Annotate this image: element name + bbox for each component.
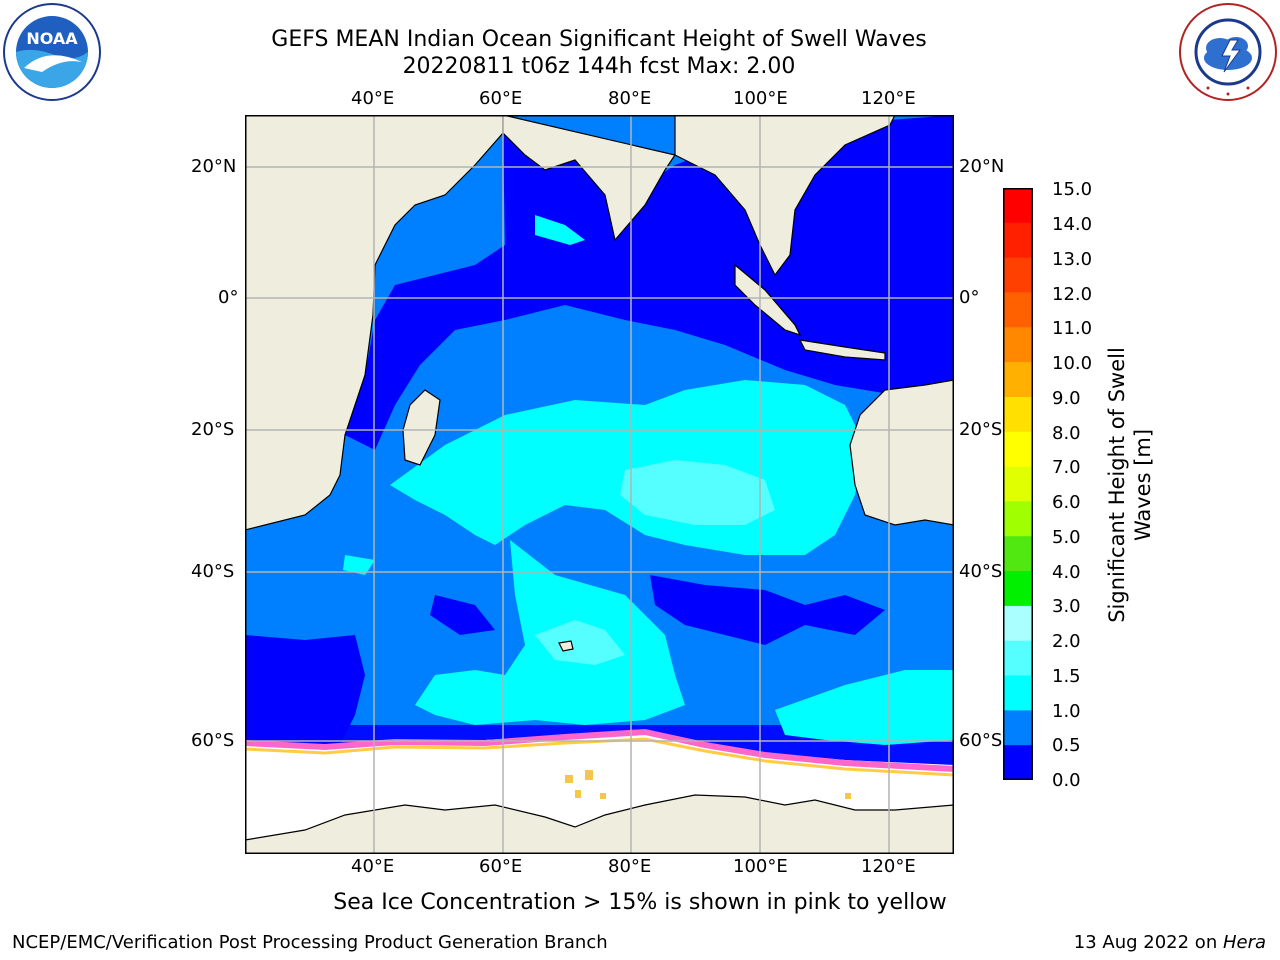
lat-tick-right: 20°N [959, 156, 1005, 177]
sea-ice-caption: Sea Ice Concentration > 15% is shown in … [333, 890, 947, 915]
lon-tick-bottom: 80°E [608, 856, 652, 877]
colorbar-segment [1003, 222, 1033, 259]
graticule [245, 115, 954, 854]
colorbar-segment [1003, 466, 1033, 502]
colorbar-segment [1003, 710, 1033, 746]
lat-tick-right: 40°S [959, 561, 1003, 582]
lon-tick-bottom: 100°E [733, 856, 788, 877]
lon-tick-top: 40°E [351, 88, 395, 109]
swell-height-map [245, 115, 954, 854]
colorbar-segment [1003, 327, 1033, 363]
colorbar-segment [1003, 536, 1033, 572]
colorbar-tick: 6.0 [1052, 492, 1081, 513]
date-prefix: 13 Aug 2022 on [1073, 932, 1223, 953]
lon-tick-top: 100°E [733, 88, 788, 109]
colorbar-tick: 5.0 [1052, 527, 1081, 548]
colorbar-segment [1003, 675, 1033, 711]
lat-tick-left: 40°S [191, 561, 235, 582]
lon-tick-bottom: 40°E [351, 856, 395, 877]
colorbar-tick: 0.0 [1052, 770, 1081, 791]
colorbar-frame [1003, 188, 1033, 780]
colorbar-tick: 11.0 [1052, 318, 1093, 339]
chart-title: GEFS MEAN Indian Ocean Significant Heigh… [271, 27, 927, 52]
map-frame [245, 115, 954, 854]
lat-tick-left: 20°N [191, 156, 237, 177]
colorbar-label-line1: Significant Height of Swell [1105, 347, 1129, 623]
date-text: 13 Aug 2022 on Hera [1074, 932, 1266, 953]
colorbar-tick: 12.0 [1052, 284, 1093, 305]
colorbar-segment [1003, 745, 1033, 780]
lat-tick-left: 60°S [191, 730, 235, 751]
lon-tick-bottom: 60°E [479, 856, 523, 877]
noaa-logo: NOAA [3, 3, 101, 101]
lon-tick-top: 120°E [861, 88, 916, 109]
lon-tick-top: 80°E [608, 88, 652, 109]
colorbar-segment [1003, 188, 1033, 224]
colorbar-tick: 8.0 [1052, 423, 1081, 444]
colorbar-tick: 0.5 [1052, 735, 1081, 756]
colorbar-tick: 3.0 [1052, 596, 1081, 617]
lon-tick-bottom: 120°E [861, 856, 916, 877]
lon-tick-top: 60°E [479, 88, 523, 109]
colorbar-tick: 1.5 [1052, 666, 1081, 687]
colorbar-tick: 7.0 [1052, 457, 1081, 478]
colorbar-segment [1003, 571, 1033, 607]
lat-tick-left: 20°S [191, 419, 235, 440]
noaa-logo-text: NOAA [26, 29, 78, 48]
colorbar-tick: 9.0 [1052, 388, 1081, 409]
colorbar-segment [1003, 501, 1033, 537]
colorbar-tick: 14.0 [1052, 214, 1093, 235]
colorbar-segment [1003, 431, 1033, 468]
landmass [245, 115, 954, 854]
swell-band-1.5-2 [535, 460, 775, 665]
colorbar-segment [1003, 396, 1033, 433]
colorbar-tick: 15.0 [1052, 179, 1093, 200]
date-machine: Hera [1222, 932, 1266, 953]
colorbar [1003, 188, 1033, 780]
nws-logo [1179, 3, 1277, 101]
colorbar-tick: 4.0 [1052, 562, 1081, 583]
colorbar-tick: 10.0 [1052, 353, 1093, 374]
colorbar-segment [1003, 640, 1033, 677]
lat-tick-left: 0° [218, 287, 239, 308]
lat-tick-right: 20°S [959, 419, 1003, 440]
lat-tick-right: 0° [959, 287, 980, 308]
colorbar-segment [1003, 257, 1033, 293]
colorbar-segment [1003, 362, 1033, 398]
colorbar-tick: 1.0 [1052, 701, 1081, 722]
colorbar-tick: 2.0 [1052, 631, 1081, 652]
colorbar-label-line2: Waves [m] [1131, 428, 1155, 542]
credit-text: NCEP/EMC/Verification Post Processing Pr… [12, 932, 608, 953]
colorbar-segment [1003, 605, 1033, 642]
lat-tick-right: 60°S [959, 730, 1003, 751]
chart-subtitle: 20220811 t06z 144h fcst Max: 2.00 [402, 54, 796, 79]
colorbar-tick: 13.0 [1052, 249, 1093, 270]
colorbar-segment [1003, 292, 1033, 328]
